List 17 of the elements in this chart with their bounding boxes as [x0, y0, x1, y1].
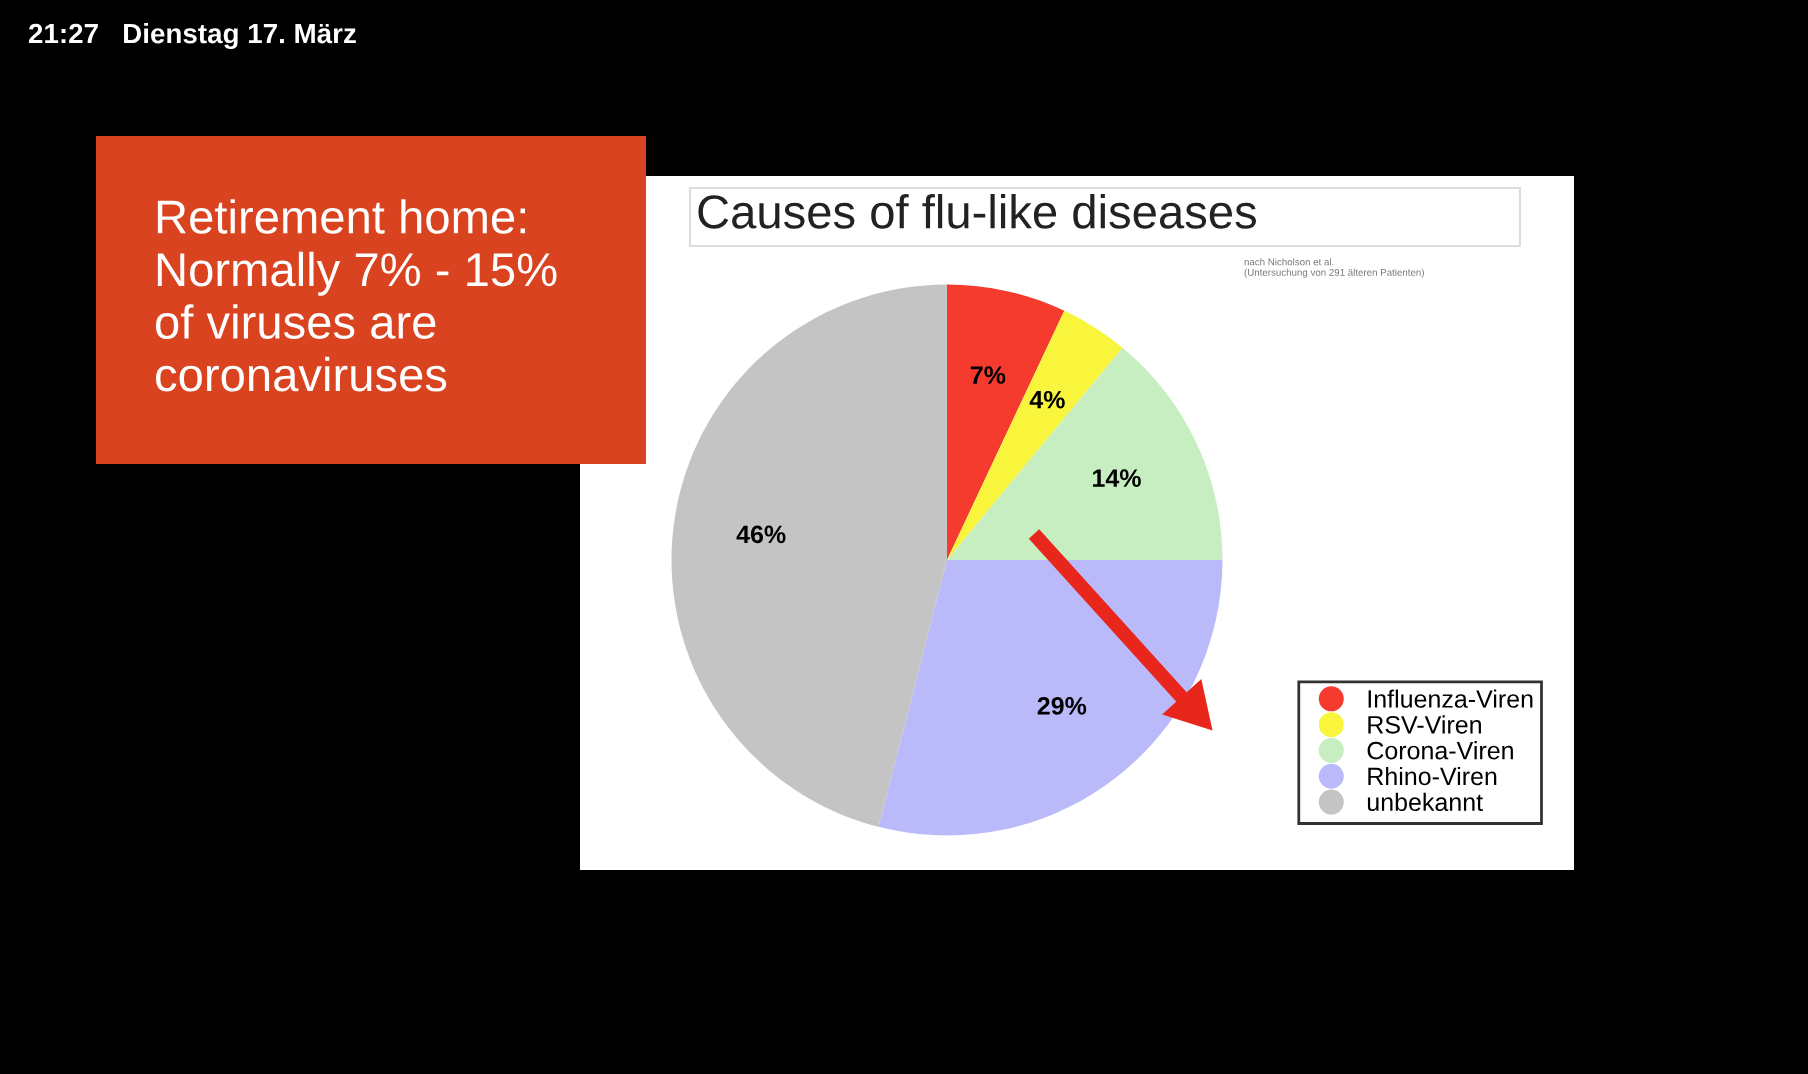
legend-label: RSV-Viren	[1368, 715, 1481, 734]
data-label: 7%	[970, 366, 1006, 384]
text: Retirement home: Normally 7% - 15% of viruses are coronaviruses	[155, 199, 557, 392]
legend-label: Rhino-Viren	[1368, 766, 1497, 786]
legend-label: Influenza-Viren	[1368, 689, 1533, 708]
legend-label: unbekannt	[1367, 792, 1483, 812]
pie-slice	[947, 284, 1065, 560]
chart-title: Causes of flu-like diseases	[698, 193, 1256, 229]
data-label: 4%	[1029, 390, 1065, 409]
data-label: 46%	[736, 525, 786, 544]
pie-slice	[878, 560, 1223, 836]
pie-slice	[671, 284, 947, 827]
legend-label: Corona-Viren	[1367, 741, 1513, 760]
data-label: 14%	[1093, 469, 1141, 487]
text: 21:27 Dienstag 17. März	[28, 22, 356, 50]
data-label: 29%	[1037, 697, 1087, 715]
pie-slice	[947, 347, 1223, 560]
